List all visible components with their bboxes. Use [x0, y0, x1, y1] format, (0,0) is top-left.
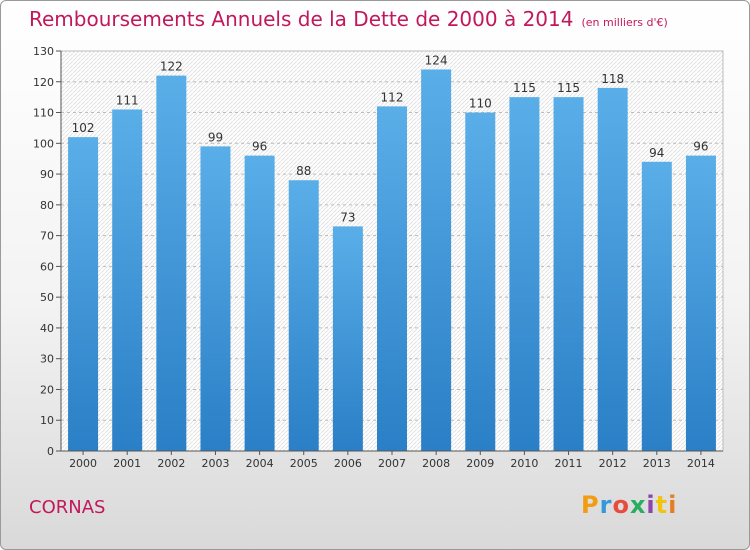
- x-tick-label-2004: 2004: [246, 457, 274, 470]
- x-tick-label-2007: 2007: [378, 457, 406, 470]
- x-tick-label-2003: 2003: [201, 457, 229, 470]
- x-tick-label-2013: 2013: [643, 457, 671, 470]
- logo-letter: o: [612, 491, 630, 519]
- x-tick-label-2014: 2014: [687, 457, 715, 470]
- x-tick-label-2008: 2008: [422, 457, 450, 470]
- logo-letter: P: [581, 491, 600, 519]
- x-tick-label-2012: 2012: [599, 457, 627, 470]
- bar-2013: [641, 161, 672, 451]
- logo-letter: x: [629, 491, 647, 519]
- y-tick-label: 60: [40, 260, 54, 273]
- value-label-2013: 94: [649, 146, 664, 160]
- y-tick-label: 30: [40, 353, 54, 366]
- x-tick-label-2009: 2009: [466, 457, 494, 470]
- x-tick-label-2005: 2005: [290, 457, 318, 470]
- value-label-2000: 102: [72, 121, 95, 135]
- x-tick-label-2011: 2011: [555, 457, 583, 470]
- logo-letter: i: [646, 491, 656, 519]
- value-label-2011: 115: [557, 81, 580, 95]
- bar-2002: [156, 75, 187, 451]
- logo-letter: i: [668, 491, 678, 519]
- bar-2005: [288, 180, 319, 451]
- chart-title-main: Remboursements Annuels de la Dette de 20…: [29, 7, 574, 31]
- value-label-2004: 96: [252, 140, 267, 154]
- x-tick-label-2000: 2000: [69, 457, 97, 470]
- bar-2007: [377, 106, 407, 451]
- bar-2012: [597, 87, 628, 451]
- chart-title: Remboursements Annuels de la Dette de 20…: [29, 7, 668, 31]
- y-tick-label: 50: [40, 291, 54, 304]
- x-tick-label-2002: 2002: [157, 457, 185, 470]
- y-tick-label: 130: [33, 45, 54, 58]
- value-label-2002: 122: [160, 60, 183, 74]
- x-tick-label-2010: 2010: [510, 457, 538, 470]
- y-tick-label: 20: [40, 383, 54, 396]
- bar-2006: [332, 226, 363, 451]
- chart-title-unit: (en milliers d'€): [581, 16, 668, 29]
- bar-2014: [685, 155, 716, 451]
- value-label-2010: 115: [513, 81, 536, 95]
- value-label-2003: 99: [208, 130, 223, 144]
- value-label-2014: 96: [693, 140, 708, 154]
- bar-2000: [68, 137, 99, 451]
- value-label-2009: 110: [469, 97, 492, 111]
- x-tick-label-2001: 2001: [113, 457, 141, 470]
- y-tick-label: 40: [40, 322, 54, 335]
- value-label-2006: 73: [340, 210, 355, 224]
- bar-2001: [112, 109, 143, 451]
- y-tick-label: 110: [33, 107, 54, 120]
- value-label-2008: 124: [425, 53, 448, 67]
- x-tick-label-2006: 2006: [334, 457, 362, 470]
- bar-2003: [200, 146, 231, 451]
- proxiti-logo: Proxiti: [581, 491, 677, 519]
- city-name: CORNAS: [29, 497, 106, 518]
- logo-letter: r: [599, 491, 613, 519]
- y-tick-label: 90: [40, 168, 54, 181]
- value-label-2001: 111: [116, 93, 139, 107]
- y-tick-label: 70: [40, 230, 54, 243]
- y-tick-label: 80: [40, 199, 54, 212]
- bar-2004: [244, 155, 275, 451]
- y-tick-label: 10: [40, 414, 54, 427]
- value-label-2005: 88: [296, 164, 311, 178]
- logo-letter: t: [655, 491, 669, 519]
- y-tick-label: 100: [33, 137, 54, 150]
- y-tick-label: 0: [47, 445, 54, 458]
- bar-2008: [421, 69, 452, 451]
- y-tick-label: 120: [33, 76, 54, 89]
- bar-2009: [465, 112, 496, 452]
- value-label-2012: 118: [601, 72, 624, 86]
- bar-2011: [553, 97, 584, 452]
- value-label-2007: 112: [381, 90, 404, 104]
- bar-2010: [509, 97, 540, 452]
